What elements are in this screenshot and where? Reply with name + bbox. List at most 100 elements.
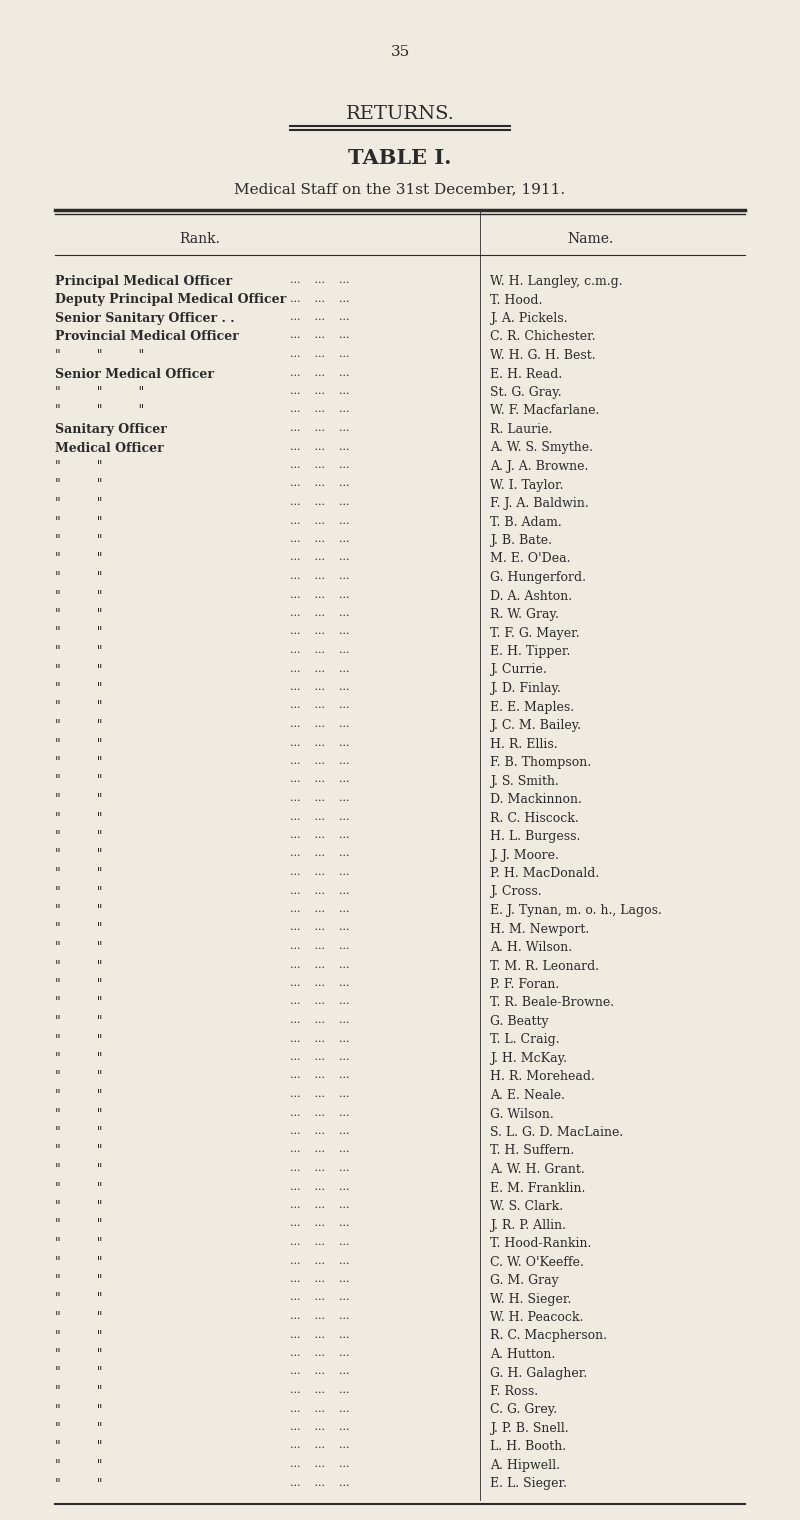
Text: "         ": " "	[55, 1219, 102, 1231]
Text: ...    ...    ...: ... ... ...	[290, 1108, 350, 1117]
Text: S. L. G. D. MacLaine.: S. L. G. D. MacLaine.	[490, 1126, 623, 1138]
Text: "         ": " "	[55, 812, 102, 824]
Text: ...    ...    ...: ... ... ...	[290, 350, 350, 359]
Text: G. Beatty: G. Beatty	[490, 1015, 549, 1028]
Text: P. F. Foran.: P. F. Foran.	[490, 977, 559, 991]
Text: J. H. McKay.: J. H. McKay.	[490, 1052, 567, 1066]
Text: J. D. Finlay.: J. D. Finlay.	[490, 682, 561, 695]
Text: ...    ...    ...: ... ... ...	[290, 330, 350, 340]
Text: ...    ...    ...: ... ... ...	[290, 1181, 350, 1192]
Text: P. H. MacDonald.: P. H. MacDonald.	[490, 866, 599, 880]
Text: "         ": " "	[55, 1441, 102, 1453]
Text: F. J. A. Baldwin.: F. J. A. Baldwin.	[490, 497, 589, 511]
Text: H. L. Burgess.: H. L. Burgess.	[490, 830, 580, 844]
Text: L. H. Booth.: L. H. Booth.	[490, 1441, 566, 1453]
Text: A. W. H. Grant.: A. W. H. Grant.	[490, 1163, 585, 1176]
Text: ...    ...    ...: ... ... ...	[290, 441, 350, 451]
Text: "         "         ": " " "	[55, 350, 144, 362]
Text: "         ": " "	[55, 755, 102, 769]
Text: ...    ...    ...: ... ... ...	[290, 664, 350, 673]
Text: St. G. Gray.: St. G. Gray.	[490, 386, 562, 400]
Text: "         ": " "	[55, 1292, 102, 1306]
Text: "         ": " "	[55, 1330, 102, 1342]
Text: ...    ...    ...: ... ... ...	[290, 1403, 350, 1414]
Text: "         ": " "	[55, 997, 102, 1009]
Text: "         ": " "	[55, 959, 102, 973]
Text: "         "         ": " " "	[55, 386, 144, 400]
Text: R. C. Hiscock.: R. C. Hiscock.	[490, 812, 578, 824]
Text: "         ": " "	[55, 1237, 102, 1249]
Text: "         ": " "	[55, 941, 102, 955]
Text: "         ": " "	[55, 1108, 102, 1120]
Text: ...    ...    ...: ... ... ...	[290, 1310, 350, 1321]
Text: ...    ...    ...: ... ... ...	[290, 626, 350, 637]
Text: H. R. Morehead.: H. R. Morehead.	[490, 1070, 595, 1084]
Text: ...    ...    ...: ... ... ...	[290, 848, 350, 859]
Text: E. L. Sieger.: E. L. Sieger.	[490, 1477, 567, 1491]
Text: T. R. Beale-Browne.: T. R. Beale-Browne.	[490, 997, 614, 1009]
Text: "         ": " "	[55, 1034, 102, 1046]
Text: W. H. Peacock.: W. H. Peacock.	[490, 1310, 583, 1324]
Text: A. Hutton.: A. Hutton.	[490, 1348, 555, 1360]
Text: "         ": " "	[55, 1256, 102, 1269]
Text: J. A. Pickels.: J. A. Pickels.	[490, 312, 567, 325]
Text: J. B. Bate.: J. B. Bate.	[490, 534, 552, 547]
Text: ...    ...    ...: ... ... ...	[290, 755, 350, 766]
Text: ...    ...    ...: ... ... ...	[290, 1256, 350, 1266]
Text: Principal Medical Officer: Principal Medical Officer	[55, 275, 232, 287]
Text: H. R. Ellis.: H. R. Ellis.	[490, 737, 558, 751]
Text: W. H. G. H. Best.: W. H. G. H. Best.	[490, 350, 596, 362]
Text: "         ": " "	[55, 1015, 102, 1028]
Text: ...    ...    ...: ... ... ...	[290, 682, 350, 692]
Text: T. L. Craig.: T. L. Craig.	[490, 1034, 560, 1046]
Text: ...    ...    ...: ... ... ...	[290, 812, 350, 821]
Text: E. H. Read.: E. H. Read.	[490, 368, 562, 380]
Text: "         ": " "	[55, 848, 102, 862]
Text: TABLE I.: TABLE I.	[348, 147, 452, 169]
Text: "         "         ": " " "	[55, 404, 144, 418]
Text: A. W. S. Smythe.: A. W. S. Smythe.	[490, 441, 593, 454]
Text: ...    ...    ...: ... ... ...	[290, 1219, 350, 1228]
Text: "         ": " "	[55, 1052, 102, 1066]
Text: A. J. A. Browne.: A. J. A. Browne.	[490, 461, 588, 473]
Text: W. H. Langley, c.m.g.: W. H. Langley, c.m.g.	[490, 275, 622, 287]
Text: "         ": " "	[55, 515, 102, 529]
Text: Medical Officer: Medical Officer	[55, 441, 164, 454]
Text: E. H. Tipper.: E. H. Tipper.	[490, 644, 570, 658]
Text: R. C. Macpherson.: R. C. Macpherson.	[490, 1330, 607, 1342]
Text: "         ": " "	[55, 572, 102, 584]
Text: "         ": " "	[55, 590, 102, 602]
Text: ...    ...    ...: ... ... ...	[290, 923, 350, 932]
Text: ...    ...    ...: ... ... ...	[290, 904, 350, 914]
Text: ...    ...    ...: ... ... ...	[290, 701, 350, 710]
Text: ...    ...    ...: ... ... ...	[290, 1145, 350, 1155]
Text: "         ": " "	[55, 479, 102, 491]
Text: ...    ...    ...: ... ... ...	[290, 479, 350, 488]
Text: E. M. Franklin.: E. M. Franklin.	[490, 1181, 586, 1195]
Text: ...    ...    ...: ... ... ...	[290, 1274, 350, 1284]
Text: "         ": " "	[55, 830, 102, 844]
Text: G. Wilson.: G. Wilson.	[490, 1108, 554, 1120]
Text: ...    ...    ...: ... ... ...	[290, 608, 350, 619]
Text: ...    ...    ...: ... ... ...	[290, 1366, 350, 1377]
Text: "         ": " "	[55, 682, 102, 695]
Text: ...    ...    ...: ... ... ...	[290, 1237, 350, 1246]
Text: "         ": " "	[55, 977, 102, 991]
Text: T. Hood.: T. Hood.	[490, 293, 542, 307]
Text: "         ": " "	[55, 1348, 102, 1360]
Text: Deputy Principal Medical Officer: Deputy Principal Medical Officer	[55, 293, 286, 307]
Text: "         ": " "	[55, 1163, 102, 1176]
Text: Medical Staff on the 31st December, 1911.: Medical Staff on the 31st December, 1911…	[234, 182, 566, 196]
Text: J. Cross.: J. Cross.	[490, 886, 542, 898]
Text: ...    ...    ...: ... ... ...	[290, 959, 350, 970]
Text: ...    ...    ...: ... ... ...	[290, 552, 350, 562]
Text: ...    ...    ...: ... ... ...	[290, 423, 350, 433]
Text: ...    ...    ...: ... ... ...	[290, 590, 350, 599]
Text: A. Hipwell.: A. Hipwell.	[490, 1459, 560, 1471]
Text: "         ": " "	[55, 1126, 102, 1138]
Text: ...    ...    ...: ... ... ...	[290, 515, 350, 526]
Text: "         ": " "	[55, 719, 102, 733]
Text: "         ": " "	[55, 1070, 102, 1084]
Text: ...    ...    ...: ... ... ...	[290, 1477, 350, 1488]
Text: "         ": " "	[55, 1366, 102, 1380]
